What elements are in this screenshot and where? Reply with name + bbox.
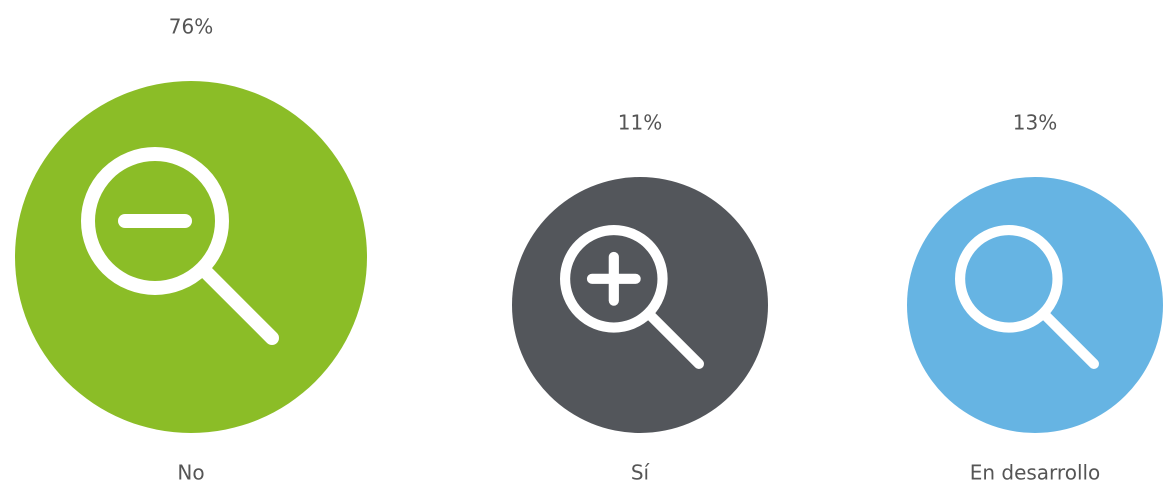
bubble [512,177,768,433]
search-icon [81,147,279,345]
search-icon [559,225,705,369]
category-label: En desarrollo [970,461,1101,485]
icon-lens [81,147,229,295]
bubble [15,81,367,433]
icon-lens [559,225,668,333]
icon-handle [198,264,279,345]
value-label: 11% [618,111,662,135]
search-icon [954,225,1099,369]
bubble [907,177,1163,433]
icon-lens [954,225,1063,333]
value-label: 76% [169,15,213,39]
value-label: 13% [1013,111,1057,135]
icon-handle [1040,310,1099,369]
category-label: Sí [631,461,651,485]
icon-handle [645,310,705,369]
category-label: No [177,461,204,485]
